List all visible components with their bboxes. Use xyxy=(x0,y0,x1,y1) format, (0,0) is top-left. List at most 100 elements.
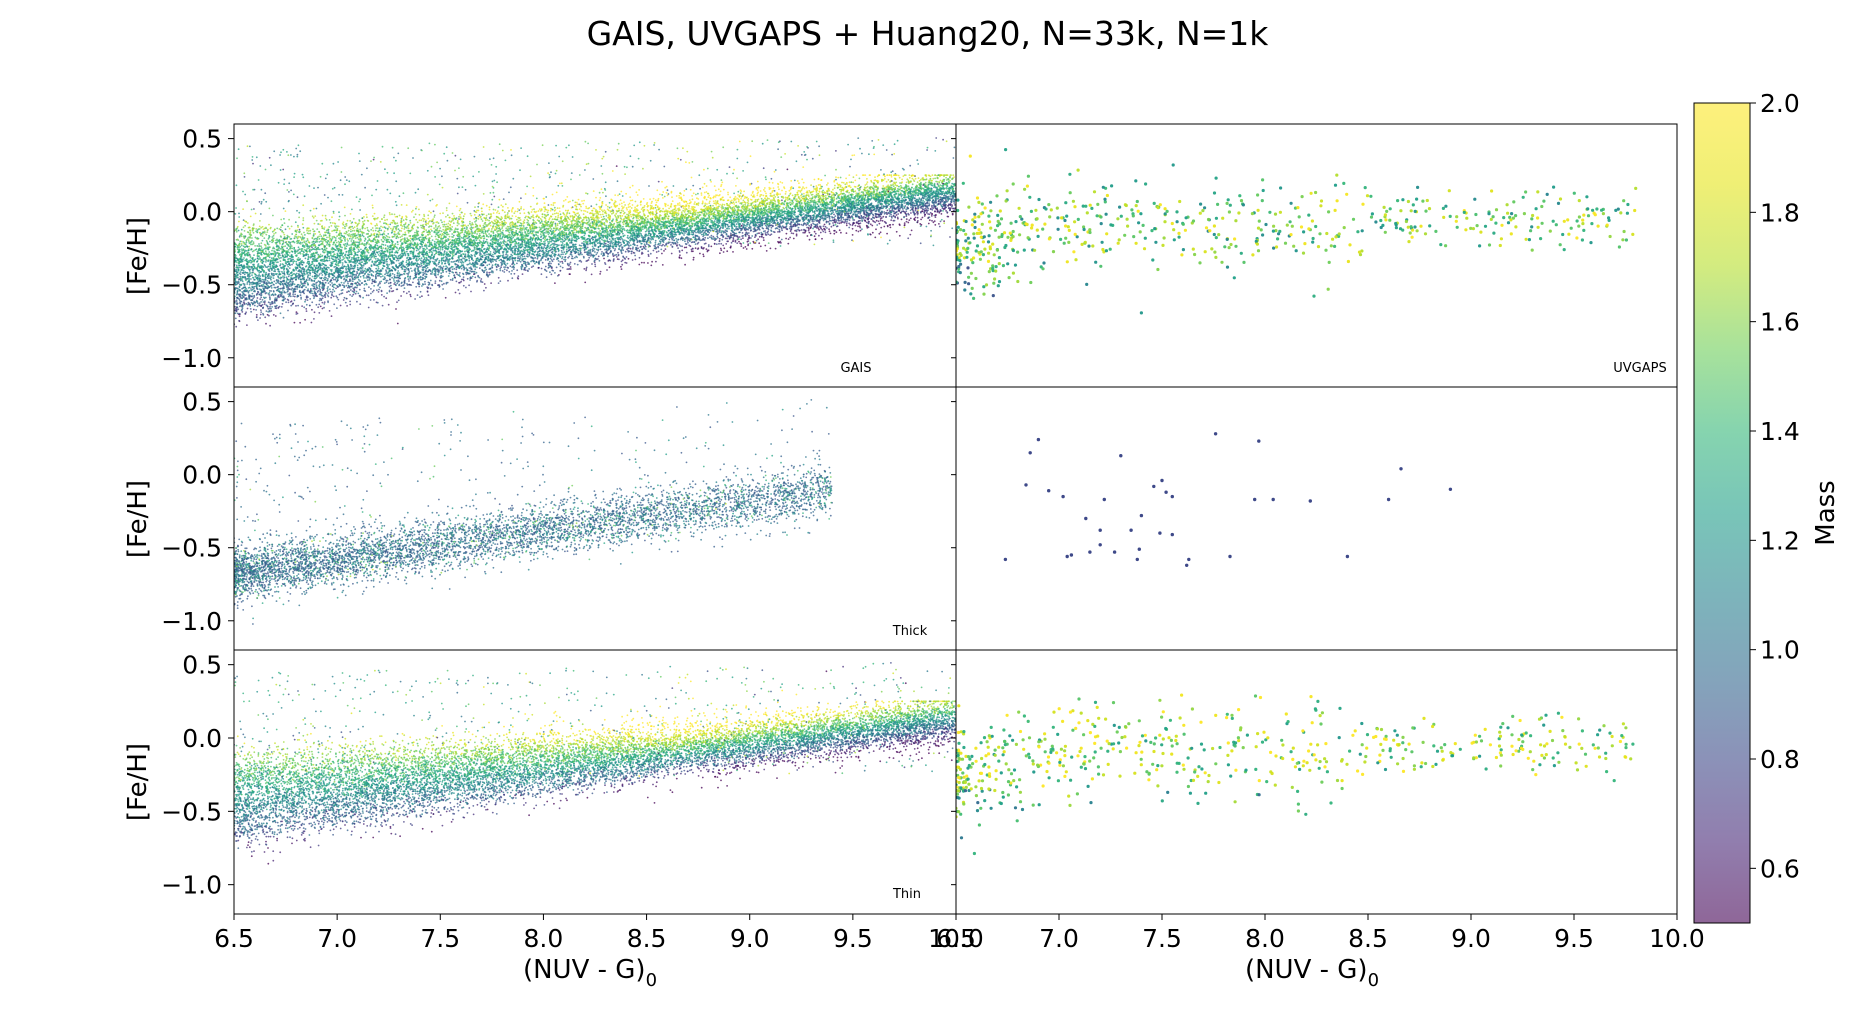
scatter-point xyxy=(910,206,912,209)
scatter-point xyxy=(802,186,804,189)
scatter-point xyxy=(535,197,538,200)
scatter-point xyxy=(548,240,551,243)
scatter-point xyxy=(552,204,555,207)
scatter-point xyxy=(536,248,538,250)
scatter-point xyxy=(866,221,868,224)
scatter-point xyxy=(694,223,697,226)
scatter-point xyxy=(286,264,289,266)
scatter-point xyxy=(415,249,418,252)
scatter-point xyxy=(721,238,724,241)
scatter-point xyxy=(708,200,711,203)
scatter-point xyxy=(462,175,465,178)
scatter-point xyxy=(313,318,315,320)
scatter-point xyxy=(585,268,588,270)
scatter-point xyxy=(237,229,240,232)
scatter-point xyxy=(707,196,710,199)
scatter-point xyxy=(781,217,784,219)
scatter-point xyxy=(474,184,477,187)
scatter-point xyxy=(540,240,543,243)
scatter-point xyxy=(384,237,387,239)
scatter-point xyxy=(719,190,722,193)
scatter-point xyxy=(557,216,559,219)
scatter-point xyxy=(652,197,655,200)
scatter-point xyxy=(456,224,459,227)
scatter-point xyxy=(905,215,908,218)
scatter-point xyxy=(857,225,859,228)
scatter-point xyxy=(517,242,520,245)
scatter-point xyxy=(742,199,745,202)
scatter-point xyxy=(273,233,275,235)
scatter-point xyxy=(905,218,908,221)
scatter-point xyxy=(694,201,696,204)
scatter-point xyxy=(824,194,827,197)
scatter-point xyxy=(534,241,537,243)
scatter-point xyxy=(689,212,692,215)
scatter-point xyxy=(297,246,300,249)
scatter-point xyxy=(681,249,684,252)
scatter-point xyxy=(465,273,468,276)
scatter-point xyxy=(602,210,604,213)
scatter-point xyxy=(502,205,504,208)
scatter-point xyxy=(374,229,377,232)
scatter-point xyxy=(475,239,478,242)
scatter-point xyxy=(549,229,552,232)
scatter-point xyxy=(293,241,296,244)
scatter-point xyxy=(755,187,758,189)
scatter-point xyxy=(376,244,379,247)
scatter-point xyxy=(654,199,657,202)
scatter-point xyxy=(240,228,243,231)
scatter-point xyxy=(676,147,679,150)
scatter-point xyxy=(440,230,443,233)
scatter-point xyxy=(742,170,744,172)
scatter-point xyxy=(536,257,539,260)
scatter-point xyxy=(491,198,494,201)
scatter-point xyxy=(302,226,305,229)
scatter-point xyxy=(239,271,242,273)
scatter-point xyxy=(469,262,471,265)
scatter-point xyxy=(259,165,262,167)
scatter-point xyxy=(274,293,277,296)
scatter-point xyxy=(273,250,275,252)
scatter-point xyxy=(599,248,602,251)
scatter-point xyxy=(386,188,389,191)
scatter-point xyxy=(651,200,653,203)
scatter-point xyxy=(533,208,535,211)
scatter-point xyxy=(519,257,522,259)
scatter-point xyxy=(719,247,722,250)
scatter-point xyxy=(441,248,444,251)
scatter-point xyxy=(608,206,611,209)
scatter-point xyxy=(320,240,322,243)
scatter-point xyxy=(331,236,334,238)
scatter-point xyxy=(760,235,763,238)
scatter-point xyxy=(280,151,282,154)
scatter-point xyxy=(540,220,543,223)
scatter-point xyxy=(460,267,463,270)
scatter-point xyxy=(331,222,334,224)
scatter-point xyxy=(737,198,740,201)
scatter-point xyxy=(565,214,568,217)
scatter-point xyxy=(836,187,839,189)
scatter-point xyxy=(351,280,354,283)
scatter-point xyxy=(667,193,670,195)
scatter-point xyxy=(716,200,719,202)
scatter-point xyxy=(328,219,331,221)
scatter-point xyxy=(441,275,444,278)
scatter-point xyxy=(445,223,448,226)
scatter-point xyxy=(781,229,783,232)
scatter-point xyxy=(246,145,249,148)
scatter-point xyxy=(299,241,302,244)
scatter-point xyxy=(373,232,376,235)
scatter-point xyxy=(318,237,321,240)
scatter-point xyxy=(510,154,513,157)
scatter-point xyxy=(409,222,412,224)
scatter-point xyxy=(563,244,566,246)
scatter-point xyxy=(636,221,639,224)
scatter-point xyxy=(277,181,280,184)
scatter-point xyxy=(726,223,729,226)
scatter-point xyxy=(293,237,296,240)
scatter-point xyxy=(841,181,843,184)
scatter-point xyxy=(848,191,850,194)
scatter-point xyxy=(260,260,262,263)
